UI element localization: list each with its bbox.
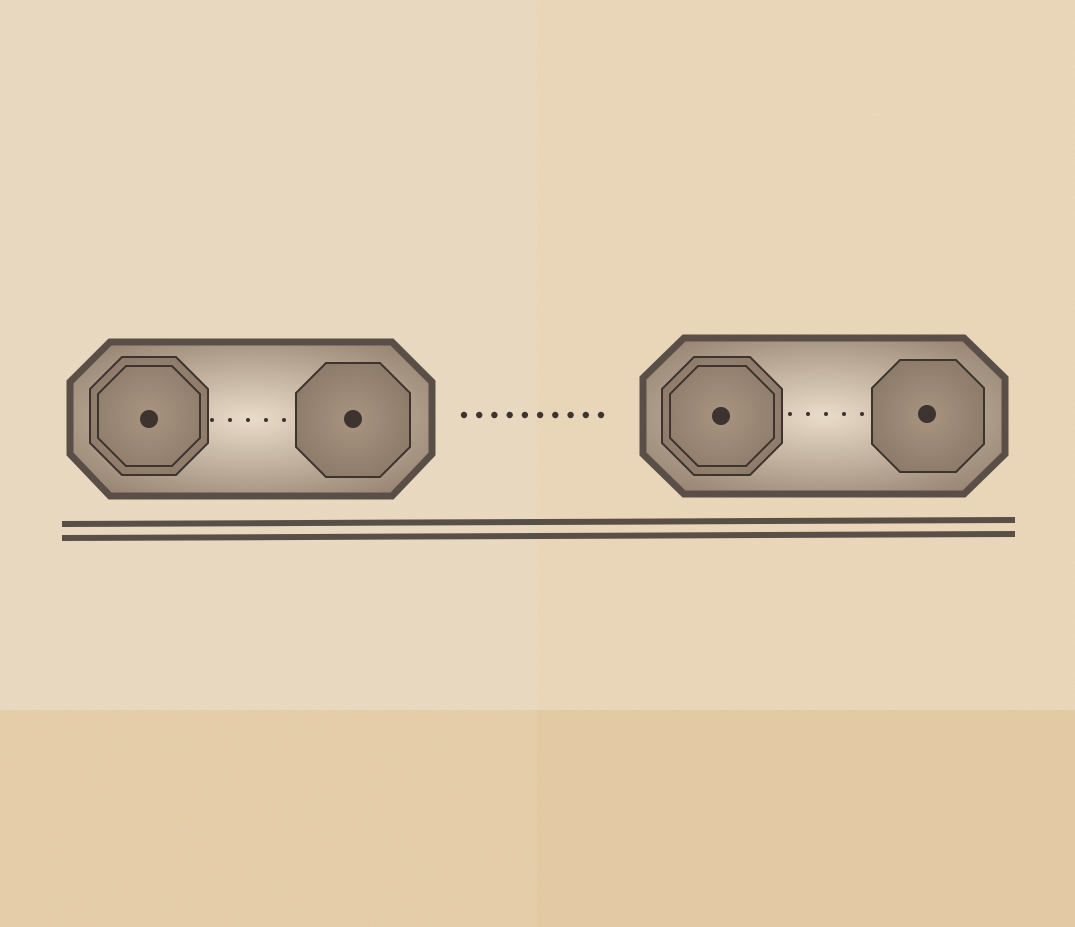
link-left-dot — [264, 418, 268, 422]
link-left-dot — [246, 418, 250, 422]
track — [61, 517, 1016, 541]
link-outer-dot — [536, 411, 544, 419]
track-line-top — [61, 517, 1016, 527]
link-left-dot — [210, 418, 214, 422]
pivot-dot-right-b — [918, 405, 936, 423]
octagon-left-a-inner — [97, 365, 201, 467]
link-outer-dot — [506, 411, 513, 419]
link-outer-dot — [491, 411, 498, 419]
inner-dotted-link-left — [210, 418, 286, 422]
outer-dotted-link — [460, 411, 605, 419]
module-left — [66, 338, 436, 500]
link-outer-dot — [521, 411, 529, 419]
link-right-dot — [842, 412, 846, 416]
pivot-dot-left-a — [140, 410, 158, 428]
track-line-bottom — [61, 531, 1016, 541]
link-left-dot — [282, 418, 286, 422]
link-outer-dot — [597, 411, 605, 419]
link-outer-dot — [460, 411, 468, 419]
link-right-dot — [860, 412, 864, 416]
module-right — [639, 334, 1009, 498]
link-right-dot — [788, 412, 792, 416]
link-outer-dot — [552, 411, 559, 419]
link-outer-dot — [567, 411, 574, 419]
pivot-dot-left-b — [344, 410, 362, 428]
link-right-dot — [824, 412, 828, 416]
link-right-dot — [806, 412, 810, 416]
octagon-right-a-inner — [669, 365, 775, 467]
inner-dotted-link-right — [788, 412, 864, 416]
link-left-dot — [228, 418, 232, 422]
link-outer-dot — [476, 411, 483, 419]
link-outer-dot — [582, 411, 589, 419]
pivot-dot-right-a — [712, 407, 730, 425]
